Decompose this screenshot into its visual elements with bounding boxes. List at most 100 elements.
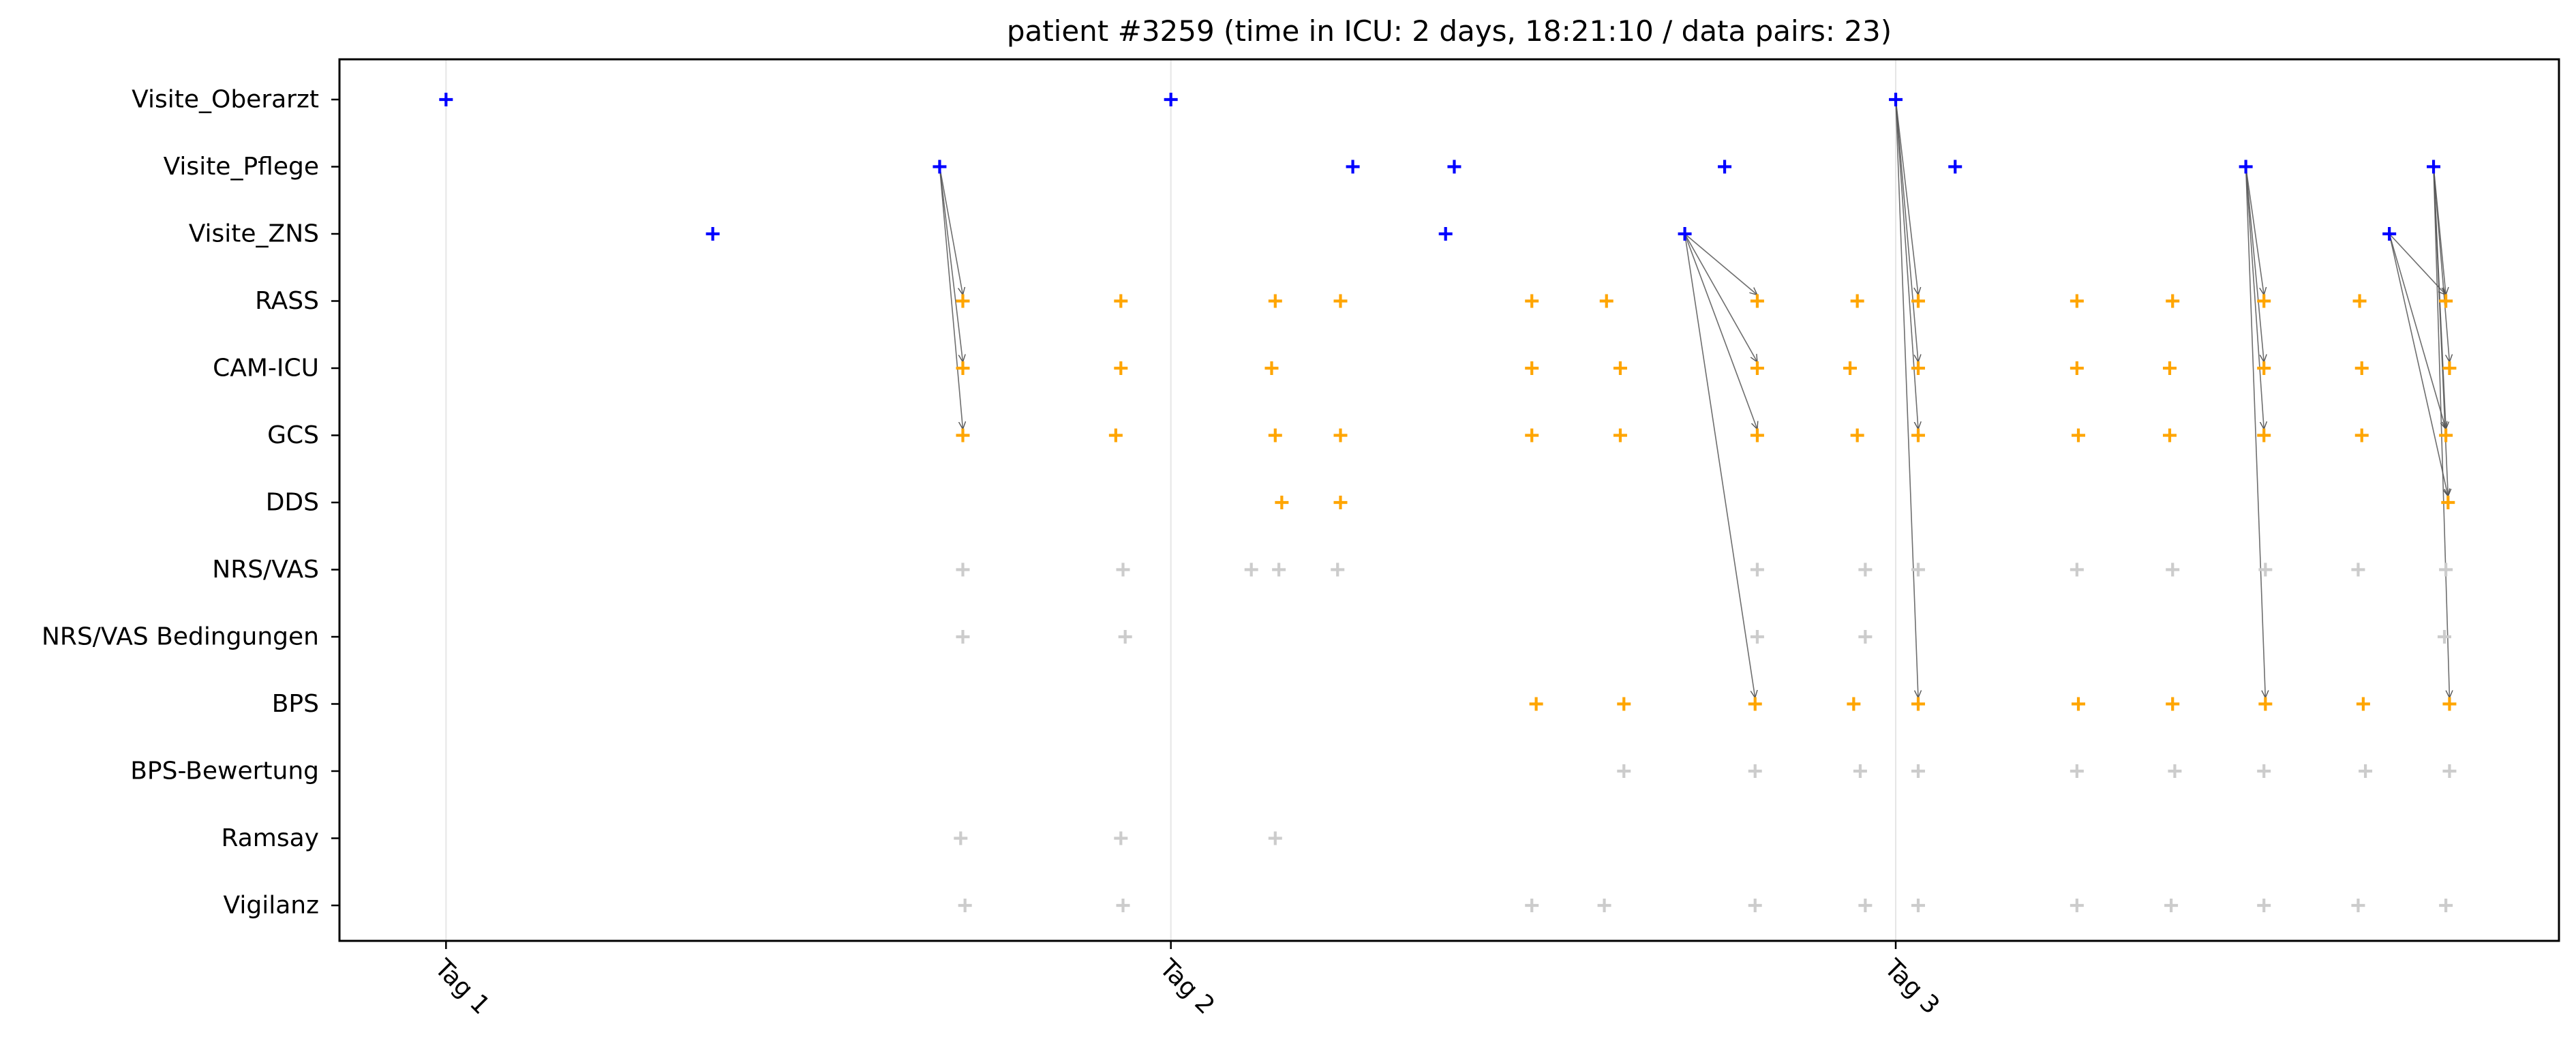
data-point-bps xyxy=(2258,697,2273,711)
pair-arrow xyxy=(1684,233,1757,362)
data-point-bps-bewertung xyxy=(1853,764,1867,778)
pair-arrow xyxy=(939,166,963,363)
data-point-bps xyxy=(1847,697,1861,711)
data-point-dds xyxy=(2441,496,2455,509)
y-tick-label: BPS-Bewertung xyxy=(130,757,319,785)
data-point-gcs xyxy=(2257,428,2271,442)
data-point-dds xyxy=(1333,496,1348,509)
data-point-rass xyxy=(2352,294,2367,308)
data-point-nrs-vas xyxy=(2166,562,2180,577)
pair-arrow xyxy=(1684,233,1757,430)
data-point-bps xyxy=(1911,697,1925,711)
data-point-visite-oberarzt xyxy=(1889,93,1903,106)
data-point-visite-pflege xyxy=(2239,160,2253,174)
data-point-nrs-vas xyxy=(1858,562,1873,577)
data-point-bps xyxy=(2166,697,2180,711)
pair-arrow xyxy=(2389,233,2446,430)
pair-arrow xyxy=(2433,166,2449,698)
data-point-nrs-vas xyxy=(1116,562,1130,577)
data-point-cam-icu xyxy=(2070,361,2084,375)
data-point-visite-zns xyxy=(1438,227,1453,241)
data-point-gcs xyxy=(1525,428,1539,442)
data-point-rass xyxy=(956,294,970,308)
data-point-rass xyxy=(1850,294,1864,308)
data-point-nrs-vas xyxy=(2258,562,2273,577)
data-point-ramsay xyxy=(1114,831,1128,845)
y-axis: Visite_Oberarzt Visite_Pflege Visite_ZNS RA… xyxy=(42,86,339,920)
y-tick-label: NRS/VAS xyxy=(212,556,319,584)
data-point-nrs-vas xyxy=(2351,562,2365,577)
pair-arrow xyxy=(2245,166,2264,295)
data-point-vigilanz xyxy=(1525,899,1539,912)
data-point-visite-pflege xyxy=(2427,160,2441,174)
chart-title: patient #3259 (time in ICU: 2 days, 18:2… xyxy=(1007,14,1892,48)
data-point-cam-icu xyxy=(1525,361,1539,375)
data-point-gcs xyxy=(1108,428,1123,442)
data-point-cam-icu xyxy=(1911,361,1925,375)
data-point-visite-zns xyxy=(706,227,720,241)
data-point-cam-icu xyxy=(1264,361,1279,375)
data-point-bps xyxy=(2442,697,2457,711)
pair-arrow xyxy=(2245,166,2264,363)
y-tick-label: CAM-ICU xyxy=(213,355,319,382)
y-tick-label: Ramsay xyxy=(222,824,319,852)
data-point-nrs-vas xyxy=(1272,562,1286,577)
data-point-bps-bewertung xyxy=(2168,764,2182,778)
data-point-nrs-vas xyxy=(2439,562,2453,577)
pair-arrow xyxy=(1684,233,1757,295)
data-point-nrs-vas xyxy=(1244,562,1258,577)
data-point-nrs-vas-bedingungen xyxy=(956,630,970,644)
data-point-visite-zns xyxy=(2382,227,2397,241)
data-point-bps xyxy=(2071,697,2085,711)
data-point-bps-bewertung xyxy=(2070,764,2084,778)
data-point-vigilanz xyxy=(1911,899,1925,912)
pair-arrow xyxy=(939,166,963,430)
data-point-cam-icu xyxy=(2162,361,2177,375)
y-tick-label: RASS xyxy=(255,287,319,315)
data-point-cam-icu xyxy=(2354,361,2369,375)
data-point-rass xyxy=(2070,294,2084,308)
data-point-gcs xyxy=(2162,428,2177,442)
data-point-bps-bewertung xyxy=(1911,764,1925,778)
data-point-rass xyxy=(1911,294,1925,308)
data-point-rass xyxy=(1268,294,1282,308)
data-point-gcs xyxy=(956,428,970,442)
data-point-cam-icu xyxy=(1750,361,1764,375)
data-point-ramsay xyxy=(954,831,968,845)
data-point-nrs-vas xyxy=(1911,562,1925,577)
pair-arrow xyxy=(2389,233,2448,496)
data-point-nrs-vas-bedingungen xyxy=(1858,630,1873,644)
data-point-visite-pflege xyxy=(933,160,947,174)
pair-arrow xyxy=(1895,99,1918,698)
data-point-vigilanz xyxy=(1858,899,1873,912)
plot-area-frame xyxy=(338,58,2560,942)
data-point-visite-pflege xyxy=(1346,160,1360,174)
data-point-vigilanz xyxy=(2257,899,2271,912)
pair-arrow xyxy=(939,166,963,295)
data-point-gcs xyxy=(1850,428,1864,442)
data-point-visite-pflege xyxy=(1718,160,1732,174)
data-point-nrs-vas-bedingungen xyxy=(1118,630,1132,644)
data-point-gcs xyxy=(1613,428,1627,442)
data-point-bps xyxy=(1748,697,1762,711)
data-point-gcs xyxy=(1911,428,1925,442)
data-point-bps xyxy=(1617,697,1631,711)
data-point-visite-zns xyxy=(1678,227,1692,241)
data-point-visite-oberarzt xyxy=(1164,93,1178,106)
y-tick-label: Visite_ZNS xyxy=(189,220,319,248)
data-point-nrs-vas xyxy=(956,562,970,577)
data-point-vigilanz xyxy=(958,899,972,912)
data-point-vigilanz xyxy=(2351,899,2365,912)
data-point-rass xyxy=(1525,294,1539,308)
data-point-bps-bewertung xyxy=(2442,764,2457,778)
data-point-cam-icu xyxy=(1613,361,1627,375)
pair-arrow xyxy=(1895,99,1918,295)
data-point-vigilanz xyxy=(1597,899,1611,912)
data-point-rass xyxy=(1750,294,1764,308)
data-point-gcs xyxy=(2071,428,2085,442)
y-tick-label: BPS xyxy=(272,690,319,718)
data-point-nrs-vas-bedingungen xyxy=(1750,630,1764,644)
pair-arrow xyxy=(1895,99,1918,362)
